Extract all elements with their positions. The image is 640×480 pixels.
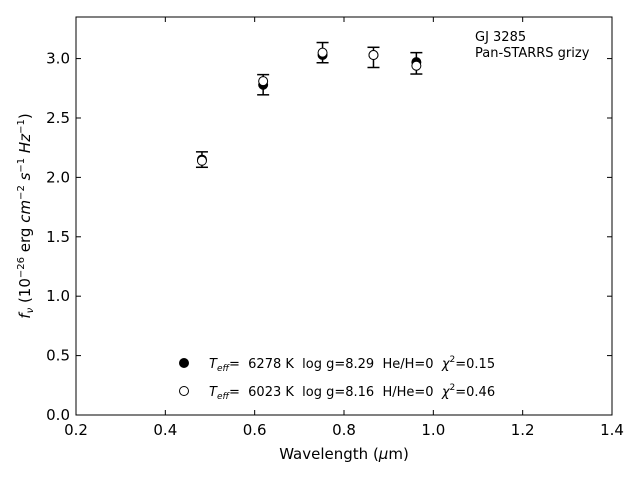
y-axis-ticks: 0.0 0.5 1.0 1.5 2.0 2.5 3.0 (46, 50, 612, 424)
y-tick-label: 1.5 (46, 228, 70, 246)
y-tick-label: 1.0 (46, 287, 70, 305)
annotation-survey: Pan-STARRS grizy (475, 46, 590, 61)
data-point-open (317, 47, 328, 58)
legend-marker-open (179, 386, 189, 396)
annotation-object-name: GJ 3285 (475, 30, 526, 45)
data-points (196, 47, 422, 166)
x-axis-label: Wavelength (μm) (279, 445, 409, 463)
y-tick-label: 3.0 (46, 50, 70, 68)
data-point-open (258, 76, 269, 87)
y-tick-label: 0.0 (46, 406, 70, 424)
legend: Teff= 6278 K log g=8.29 He/H=0 χ2=0.15 T… (179, 355, 495, 402)
x-tick-label: 0.8 (332, 421, 356, 439)
x-tick-label: 1.0 (421, 421, 445, 439)
error-bars (195, 41, 423, 169)
x-tick-label: 0.6 (243, 421, 267, 439)
y-tick-label: 2.0 (46, 168, 70, 186)
data-point-open (411, 60, 422, 71)
data-point-open (368, 50, 379, 61)
legend-entry-open: Teff= 6023 K log g=8.16 H/He=0 χ2=0.46 (209, 383, 495, 402)
x-axis-ticks: 0.2 0.4 0.6 0.8 1.0 1.2 1.4 (64, 17, 624, 439)
y-tick-label: 2.5 (46, 109, 70, 127)
legend-entry-filled: Teff= 6278 K log g=8.29 He/H=0 χ2=0.15 (209, 355, 495, 374)
x-tick-label: 0.2 (64, 421, 88, 439)
x-tick-label: 1.2 (511, 421, 535, 439)
y-axis-label: fν (10−26 erg cm−2 s−1 Hz−1) (16, 113, 36, 318)
data-point-open (196, 155, 207, 166)
y-tick-label: 0.5 (46, 347, 70, 365)
plot-frame (75, 16, 613, 416)
x-tick-label: 1.4 (600, 421, 624, 439)
x-tick-label: 0.4 (153, 421, 177, 439)
legend-marker-filled (179, 358, 189, 368)
